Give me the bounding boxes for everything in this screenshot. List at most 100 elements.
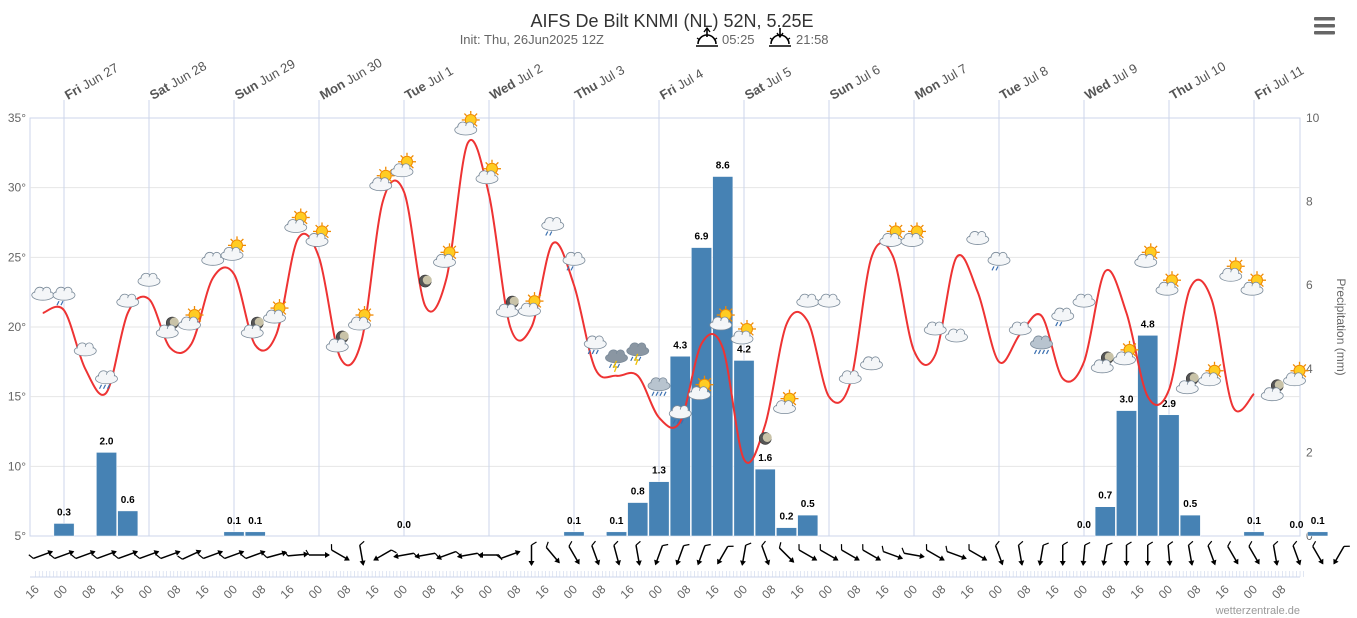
sun-ray bbox=[1260, 273, 1264, 277]
wind-head bbox=[897, 554, 904, 560]
y-tick-left: 35° bbox=[8, 111, 26, 125]
precip-bar bbox=[754, 468, 776, 537]
rain-drop bbox=[60, 300, 64, 306]
day-label: Sat Jun 28 bbox=[147, 58, 209, 102]
sun-ray bbox=[750, 332, 754, 336]
sun-ray bbox=[888, 224, 892, 228]
wind-arrow bbox=[113, 550, 139, 560]
cloud-fill bbox=[1284, 376, 1305, 385]
partly-sunny-icon bbox=[433, 243, 459, 268]
menu-button[interactable] bbox=[1314, 17, 1335, 35]
wind-head bbox=[373, 555, 380, 561]
precip-data-label: 6.9 bbox=[695, 232, 709, 243]
moon-light bbox=[762, 432, 772, 442]
thunder-rain-icon bbox=[605, 349, 628, 373]
cloud-fill bbox=[242, 329, 263, 337]
credit-label[interactable]: wetterzentrale.de bbox=[1215, 605, 1300, 617]
cloudy-icon bbox=[817, 293, 841, 308]
sun-ray bbox=[283, 311, 287, 315]
wind-arrow bbox=[373, 549, 397, 561]
wind-barb bbox=[1227, 540, 1232, 547]
y-tick-left: 20° bbox=[8, 320, 26, 334]
cloud-fill bbox=[1031, 339, 1052, 348]
sun-ray bbox=[527, 294, 531, 298]
cloud-fill bbox=[967, 235, 988, 244]
wind-head bbox=[259, 550, 266, 556]
wind-barb bbox=[727, 545, 734, 547]
wind-head bbox=[393, 553, 399, 559]
partly-sunny-icon bbox=[390, 152, 416, 178]
cloudy-icon bbox=[31, 286, 55, 301]
temperature-series bbox=[42, 139, 1255, 464]
precip-data-label: 3.0 bbox=[1120, 395, 1134, 406]
wind-head bbox=[635, 560, 642, 566]
cloudy-icon bbox=[1008, 321, 1032, 336]
sun-ray bbox=[750, 322, 754, 326]
cloud-fill bbox=[946, 332, 967, 341]
sun-ray bbox=[1239, 270, 1243, 274]
wind-arrow bbox=[945, 545, 967, 560]
hour-label: 00 bbox=[476, 582, 496, 602]
wind-arrow bbox=[1166, 541, 1174, 566]
wind-head bbox=[1254, 558, 1260, 565]
wind-arrow bbox=[1292, 540, 1302, 566]
cloudy-icon bbox=[137, 272, 161, 287]
sun-ray bbox=[538, 294, 542, 298]
hour-label: 08 bbox=[1099, 582, 1119, 602]
precip-data-label: 8.6 bbox=[716, 161, 730, 172]
hour-label: 00 bbox=[986, 582, 1006, 602]
precip-bar bbox=[1307, 531, 1329, 537]
wind-arrow bbox=[262, 550, 288, 559]
partly-sunny-icon bbox=[1240, 271, 1266, 296]
wind-barb bbox=[745, 542, 752, 546]
wind-head bbox=[195, 549, 202, 556]
sun-ray bbox=[485, 161, 489, 165]
y-tick-left: 15° bbox=[8, 390, 26, 404]
wind-head bbox=[919, 553, 925, 559]
rain-drop bbox=[587, 349, 591, 355]
partly-sunny-icon bbox=[369, 166, 395, 192]
wind-barb bbox=[1147, 541, 1154, 546]
rain-drop bbox=[1037, 349, 1042, 355]
day-label-text: Tue Jul 8 bbox=[997, 63, 1051, 103]
day-label-text: Sat Jul 5 bbox=[742, 64, 794, 103]
partly-sunny-icon bbox=[475, 159, 501, 185]
hour-label: 16 bbox=[957, 582, 977, 602]
rain-drop bbox=[1045, 349, 1050, 355]
cloud-fill bbox=[349, 321, 370, 330]
day-label-text: Fri Jul 11 bbox=[1252, 63, 1306, 103]
wind-arrow bbox=[654, 543, 669, 566]
sun-ray bbox=[1218, 374, 1222, 378]
cloud-fill bbox=[606, 353, 627, 362]
wind-barb bbox=[995, 540, 1000, 546]
wind-barb bbox=[1248, 540, 1253, 547]
wind-barb bbox=[662, 543, 669, 547]
wind-barb bbox=[1126, 541, 1132, 546]
precip-data-label: 0.1 bbox=[1311, 516, 1325, 527]
rain-drop bbox=[1059, 321, 1063, 327]
wind-arrow bbox=[901, 547, 925, 559]
sun-ray bbox=[283, 301, 287, 305]
day-label-text: Sat Jun 28 bbox=[147, 58, 209, 102]
day-label: Sat Jul 5 bbox=[742, 64, 794, 103]
rain-drop bbox=[659, 391, 663, 397]
wind-arrow bbox=[92, 550, 117, 560]
precip-data-label: 0.1 bbox=[567, 516, 581, 527]
wind-head bbox=[303, 551, 309, 558]
moon-light bbox=[1274, 380, 1284, 390]
cloudy-icon bbox=[201, 251, 225, 266]
wind-arrow bbox=[591, 540, 601, 566]
sun-ray bbox=[729, 318, 733, 322]
wind-head bbox=[132, 550, 139, 556]
y-tick-right: 10 bbox=[1306, 111, 1320, 125]
wind-head bbox=[696, 559, 703, 566]
cloud-fill bbox=[649, 381, 669, 390]
cloud-fill bbox=[1074, 298, 1094, 307]
wind-arrows bbox=[28, 540, 1350, 578]
day-date: Jun 30 bbox=[343, 55, 384, 88]
hour-label: 00 bbox=[221, 582, 241, 602]
sun-ray bbox=[198, 308, 202, 312]
y-tick-left: 25° bbox=[8, 250, 26, 264]
sun-ray bbox=[198, 318, 202, 322]
day-date: Jul 6 bbox=[851, 62, 882, 89]
